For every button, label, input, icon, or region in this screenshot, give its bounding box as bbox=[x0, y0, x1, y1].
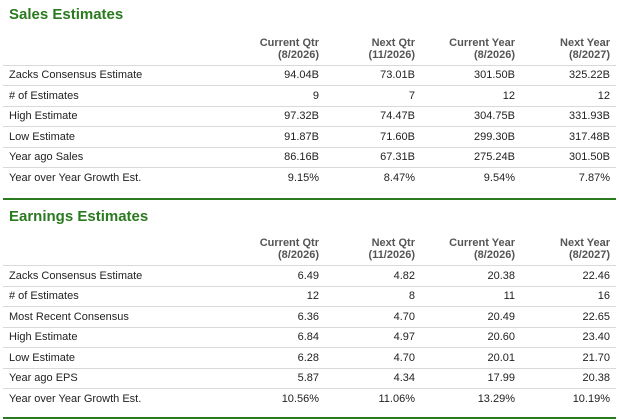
row-label: # of Estimates bbox=[3, 285, 243, 307]
cell-value: 20.60 bbox=[421, 326, 521, 348]
col-header-current-qtr: Current Qtr (8/2026) bbox=[259, 237, 319, 261]
earnings-estimates-section: Earnings Estimates Current Qtr (8/2026) N… bbox=[0, 200, 619, 419]
col-header-next-year: Next Year (8/2027) bbox=[560, 36, 610, 61]
cell-value: 20.49 bbox=[421, 306, 521, 327]
cell-value: 317.48B bbox=[521, 126, 616, 147]
cell-value: 301.50B bbox=[421, 64, 521, 86]
table-row: Zacks Consensus Estimate 6.49 4.82 20.38… bbox=[3, 265, 616, 286]
cell-value: 67.31B bbox=[325, 146, 421, 168]
cell-value: 73.01B bbox=[325, 64, 421, 86]
col-header-current-year: Current Year (8/2026) bbox=[449, 36, 515, 61]
table-row: Year over Year Growth Est. 9.15% 8.47% 9… bbox=[3, 167, 616, 188]
cell-value: 86.16B bbox=[243, 146, 325, 168]
cell-value: 6.36 bbox=[243, 306, 325, 327]
row-label: Year over Year Growth Est. bbox=[3, 388, 243, 409]
cell-value: 22.65 bbox=[521, 306, 616, 327]
cell-value: 4.97 bbox=[325, 326, 421, 348]
row-label: Year ago EPS bbox=[3, 367, 243, 389]
cell-value: 23.40 bbox=[521, 326, 616, 348]
row-label: Zacks Consensus Estimate bbox=[3, 64, 243, 86]
cell-value: 10.56% bbox=[243, 388, 325, 409]
cell-value: 6.49 bbox=[243, 265, 325, 286]
cell-value: 6.84 bbox=[243, 326, 325, 348]
cell-value: 71.60B bbox=[325, 126, 421, 147]
table-row: Most Recent Consensus 6.36 4.70 20.49 22… bbox=[3, 306, 616, 327]
cell-value: 11.06% bbox=[325, 388, 421, 409]
col-header-current-qtr: Current Qtr (8/2026) bbox=[259, 36, 319, 61]
cell-value: 325.22B bbox=[521, 64, 616, 86]
cell-value: 74.47B bbox=[325, 105, 421, 127]
row-label: Low Estimate bbox=[3, 347, 243, 368]
header-blank bbox=[3, 229, 243, 266]
cell-value: 9 bbox=[243, 85, 325, 106]
cell-value: 12 bbox=[243, 285, 325, 307]
earnings-estimates-title: Earnings Estimates bbox=[9, 207, 149, 225]
cell-value: 331.93B bbox=[521, 105, 616, 127]
earnings-estimates-table: Current Qtr (8/2026) Next Qtr (11/2026) Cu… bbox=[3, 229, 616, 409]
table-row: Year over Year Growth Est. 10.56% 11.06%… bbox=[3, 388, 616, 409]
table-row: Year ago Sales 86.16B 67.31B 275.24B 301… bbox=[3, 146, 616, 168]
cell-value: 8 bbox=[325, 285, 421, 307]
cell-value: 9.15% bbox=[243, 167, 325, 188]
table-row: Zacks Consensus Estimate 94.04B 73.01B 3… bbox=[3, 64, 616, 86]
cell-value: 8.47% bbox=[325, 167, 421, 188]
cell-value: 299.30B bbox=[421, 126, 521, 147]
row-label: Low Estimate bbox=[3, 126, 243, 147]
cell-value: 5.87 bbox=[243, 367, 325, 389]
cell-value: 94.04B bbox=[243, 64, 325, 86]
table-row: High Estimate 97.32B 74.47B 304.75B 331.… bbox=[3, 105, 616, 127]
cell-value: 12 bbox=[421, 85, 521, 106]
section-divider bbox=[3, 416, 616, 419]
header-blank bbox=[3, 27, 243, 65]
cell-value: 4.70 bbox=[325, 306, 421, 327]
row-label: High Estimate bbox=[3, 326, 243, 348]
cell-value: 10.19% bbox=[521, 388, 616, 409]
col-header-current-year: Current Year (8/2026) bbox=[449, 237, 515, 261]
cell-value: 4.70 bbox=[325, 347, 421, 368]
cell-value: 7.87% bbox=[521, 167, 616, 188]
row-label: Year over Year Growth Est. bbox=[3, 167, 243, 188]
cell-value: 301.50B bbox=[521, 146, 616, 168]
cell-value: 21.70 bbox=[521, 347, 616, 368]
cell-value: 17.99 bbox=[421, 367, 521, 389]
cell-value: 304.75B bbox=[421, 105, 521, 127]
cell-value: 11 bbox=[421, 285, 521, 307]
cell-value: 20.01 bbox=[421, 347, 521, 368]
table-row: # of Estimates 9 7 12 12 bbox=[3, 85, 616, 106]
cell-value: 22.46 bbox=[521, 265, 616, 286]
cell-value: 275.24B bbox=[421, 146, 521, 168]
col-header-next-year: Next Year (8/2027) bbox=[560, 237, 610, 261]
table-row: Low Estimate 6.28 4.70 20.01 21.70 bbox=[3, 347, 616, 368]
table-row: High Estimate 6.84 4.97 20.60 23.40 bbox=[3, 326, 616, 348]
col-header-next-qtr: Next Qtr (11/2026) bbox=[368, 36, 415, 61]
cell-value: 7 bbox=[325, 85, 421, 106]
row-label: Year ago Sales bbox=[3, 146, 243, 168]
cell-value: 6.28 bbox=[243, 347, 325, 368]
sales-estimates-title: Sales Estimates bbox=[9, 6, 124, 23]
cell-value: 97.32B bbox=[243, 105, 325, 127]
row-label: High Estimate bbox=[3, 105, 243, 127]
section-divider bbox=[3, 197, 616, 200]
cell-value: 13.29% bbox=[421, 388, 521, 409]
cell-value: 16 bbox=[521, 285, 616, 307]
cell-value: 4.82 bbox=[325, 265, 421, 286]
sales-estimates-table: Current Qtr (8/2026) Next Qtr (11/2026) Cu… bbox=[3, 27, 616, 188]
table-row: Year ago EPS 5.87 4.34 17.99 20.38 bbox=[3, 367, 616, 389]
cell-value: 20.38 bbox=[521, 367, 616, 389]
table-row: Low Estimate 91.87B 71.60B 299.30B 317.4… bbox=[3, 126, 616, 147]
sales-estimates-section: Sales Estimates Current Qtr (8/2026) Next… bbox=[0, 0, 619, 200]
cell-value: 91.87B bbox=[243, 126, 325, 147]
cell-value: 9.54% bbox=[421, 167, 521, 188]
table-row: # of Estimates 12 8 11 16 bbox=[3, 285, 616, 307]
col-header-next-qtr: Next Qtr (11/2026) bbox=[368, 237, 415, 261]
row-label: Most Recent Consensus bbox=[3, 306, 243, 327]
cell-value: 12 bbox=[521, 85, 616, 106]
cell-value: 4.34 bbox=[325, 367, 421, 389]
row-label: # of Estimates bbox=[3, 85, 243, 106]
cell-value: 20.38 bbox=[421, 265, 521, 286]
row-label: Zacks Consensus Estimate bbox=[3, 265, 243, 286]
